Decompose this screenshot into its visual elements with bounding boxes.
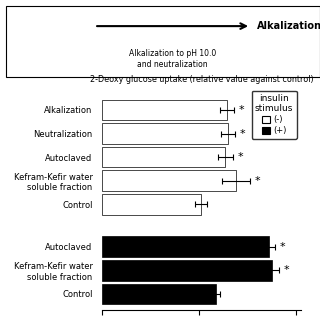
Text: *: * (284, 265, 289, 275)
Bar (102, 260, 272, 281)
Text: *: * (279, 242, 285, 252)
Text: *: * (239, 105, 244, 115)
Bar (102, 194, 201, 215)
Legend: (-), (+): (-), (+) (252, 91, 297, 139)
FancyBboxPatch shape (6, 6, 320, 77)
Bar (102, 100, 227, 120)
Text: Alkalization: Alkalization (257, 21, 320, 31)
Bar (102, 147, 225, 167)
Bar (102, 171, 236, 191)
Text: Alkalization to pH 10.0
and neutralization: Alkalization to pH 10.0 and neutralizati… (129, 50, 216, 69)
Bar (102, 123, 228, 144)
Text: *: * (240, 129, 245, 139)
Text: *: * (238, 152, 244, 162)
Bar (102, 284, 216, 304)
Bar (102, 236, 269, 257)
Title: 2-Deoxy glucose uptake (relative value against control): 2-Deoxy glucose uptake (relative value a… (90, 75, 313, 84)
Text: *: * (254, 176, 260, 186)
